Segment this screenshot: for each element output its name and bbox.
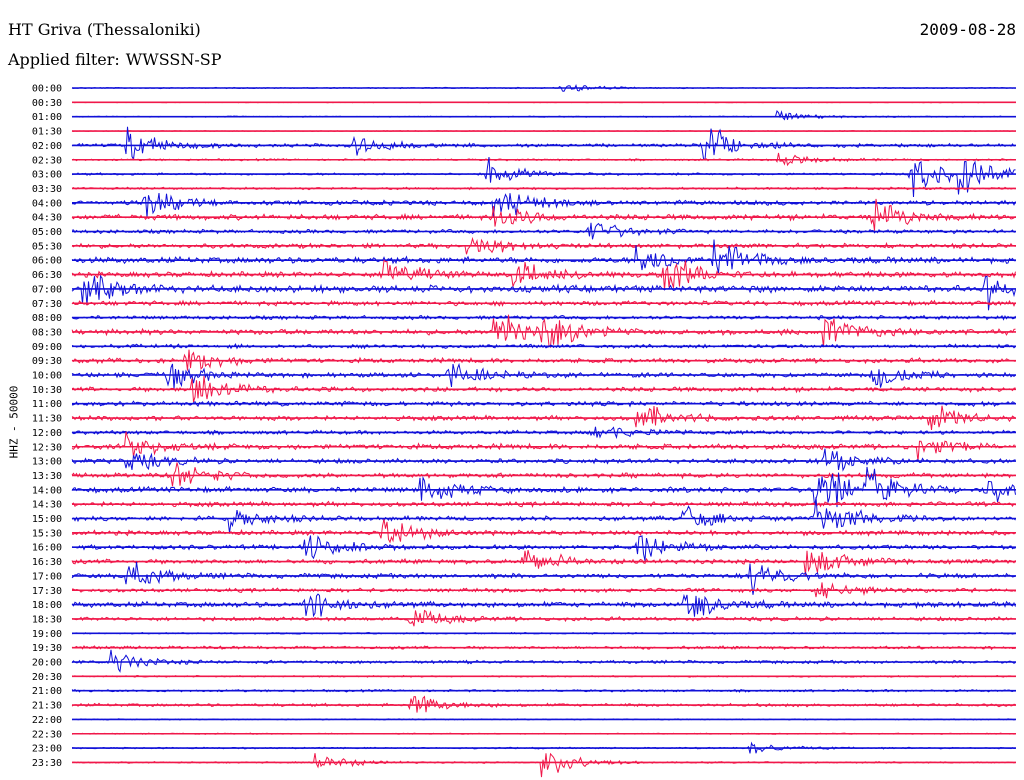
time-tick-label: 16:30 xyxy=(32,557,62,568)
time-tick-label: 04:30 xyxy=(32,213,62,224)
time-tick-label: 03:30 xyxy=(32,184,62,195)
time-tick-label: 22:30 xyxy=(32,729,62,740)
trace-line xyxy=(71,448,1016,472)
time-tick-label: 19:30 xyxy=(32,643,62,654)
time-tick-label: 15:00 xyxy=(32,514,62,525)
time-tick-label: 04:00 xyxy=(32,198,62,209)
time-tick-label: 23:30 xyxy=(32,758,62,769)
time-tick-label: 09:00 xyxy=(32,342,62,353)
filter-label: Applied filter: xyxy=(8,50,120,69)
time-tick-label: 12:00 xyxy=(32,428,62,439)
time-tick-label: 17:00 xyxy=(32,571,62,582)
trace-line xyxy=(71,535,1016,561)
time-tick-label: 11:00 xyxy=(32,399,62,410)
time-tick-label: 08:00 xyxy=(32,313,62,324)
time-tick-label: 01:00 xyxy=(32,112,62,123)
trace-line xyxy=(71,752,1016,778)
trace-line xyxy=(71,314,1016,349)
time-tick-label: 10:30 xyxy=(32,385,62,396)
station-title: HT Griva (Thessaloniki) xyxy=(8,20,201,39)
trace-line xyxy=(71,519,1016,544)
time-tick-label: 13:30 xyxy=(32,471,62,482)
time-tick-label: 00:30 xyxy=(32,98,62,109)
trace-line xyxy=(71,466,1016,508)
trace-line xyxy=(71,239,1016,274)
record-date: 2009-08-28 xyxy=(919,20,1016,39)
time-tick-label: 07:30 xyxy=(32,299,62,310)
time-tick-label: 14:30 xyxy=(32,500,62,511)
trace-line xyxy=(71,192,1016,218)
time-tick-label: 03:00 xyxy=(32,170,62,181)
filter-value: WWSSN-SP xyxy=(125,50,222,69)
time-tick-label: 15:30 xyxy=(32,528,62,539)
trace-line xyxy=(71,497,1016,533)
trace-line xyxy=(71,550,1016,576)
trace-line xyxy=(71,362,1016,389)
time-tick-label: 00:00 xyxy=(32,84,62,95)
trace-line xyxy=(71,156,1016,198)
time-tick-label: 02:30 xyxy=(32,155,62,166)
time-tick-label: 21:00 xyxy=(32,686,62,697)
time-tick-label: 13:00 xyxy=(32,457,62,468)
trace-line xyxy=(71,649,1016,673)
time-tick-label: 22:00 xyxy=(32,715,62,726)
time-tick-label: 21:30 xyxy=(32,701,62,712)
time-tick-label: 18:30 xyxy=(32,614,62,625)
time-tick-label: 07:00 xyxy=(32,284,62,295)
time-tick-label: 05:30 xyxy=(32,241,62,252)
time-tick-label: 11:30 xyxy=(32,414,62,425)
time-tick-label: 23:00 xyxy=(32,744,62,755)
time-tick-label: 05:00 xyxy=(32,227,62,238)
time-tick-label: 17:30 xyxy=(32,586,62,597)
time-tick-label: 12:30 xyxy=(32,442,62,453)
time-tick-label: 01:30 xyxy=(32,127,62,138)
trace-line xyxy=(71,110,1016,121)
time-tick-label: 18:00 xyxy=(32,600,62,611)
time-tick-label: 08:30 xyxy=(32,327,62,338)
time-tick-label: 06:30 xyxy=(32,270,62,281)
time-tick-label: 20:00 xyxy=(32,658,62,669)
time-tick-label: 20:30 xyxy=(32,672,62,683)
time-tick-label: 06:00 xyxy=(32,256,62,267)
filter-line: Applied filter: WWSSN-SP xyxy=(8,50,221,69)
time-tick-label: 09:30 xyxy=(32,356,62,367)
time-tick-label: 19:00 xyxy=(32,629,62,640)
time-tick-label: 10:00 xyxy=(32,371,62,382)
time-tick-label: 14:00 xyxy=(32,485,62,496)
time-tick-label: 02:00 xyxy=(32,141,62,152)
time-tick-label: 16:00 xyxy=(32,543,62,554)
